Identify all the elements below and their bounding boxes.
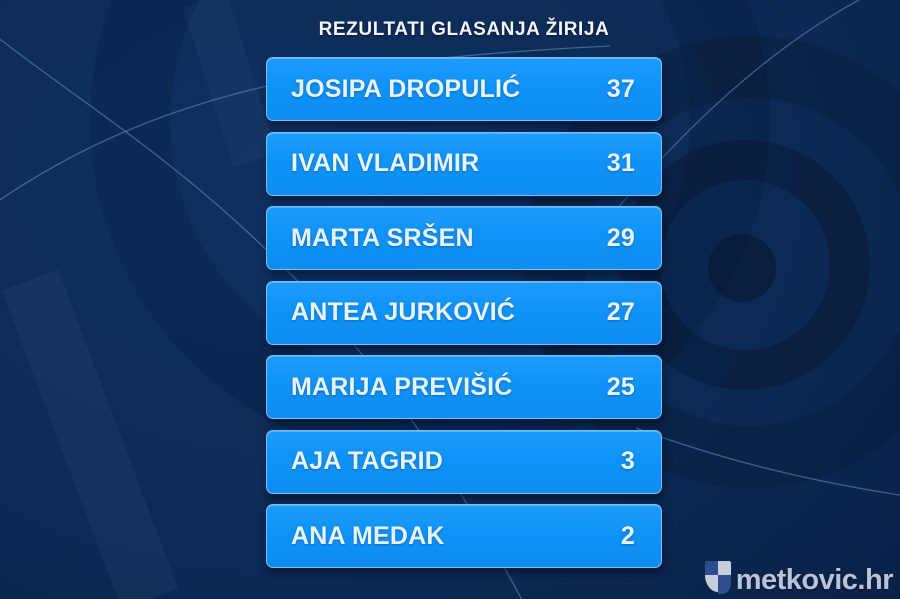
contestant-name: MARTA SRŠEN: [291, 223, 474, 252]
result-row: ANTEA JURKOVIĆ 27: [266, 280, 662, 345]
result-row: IVAN VLADIMIR 31: [266, 131, 662, 196]
contestant-name: ANTEA JURKOVIĆ: [291, 298, 516, 326]
contestant-name: AJA TAGRID: [291, 447, 443, 475]
watermark: metkovic.hr: [704, 561, 894, 596]
result-row: JOSIPA DROPULIĆ 37: [266, 57, 662, 121]
contestant-score: 27: [606, 298, 635, 326]
page-title: REZULTATI GLASANJA ŽIRIJA: [318, 19, 610, 40]
result-row: MARTA SRŠEN 29: [266, 206, 662, 270]
watermark-text: metkovic.hr: [735, 564, 894, 596]
contestant-score: 2: [620, 521, 635, 550]
contestant-name: MARIJA PREVIŠIĆ: [291, 372, 513, 401]
contestant-score: 3: [620, 447, 635, 475]
contestant-score: 37: [606, 74, 635, 103]
results-list: JOSIPA DROPULIĆ 37 IVAN VLADIMIR 31 MART…: [266, 57, 662, 568]
contestant-score: 25: [606, 372, 635, 401]
contestant-name: IVAN VLADIMIR: [291, 149, 480, 177]
contestant-name: ANA MEDAK: [291, 521, 445, 550]
result-row: MARIJA PREVIŠIĆ 25: [266, 355, 662, 419]
contestant-score: 29: [606, 223, 635, 252]
contestant-name: JOSIPA DROPULIĆ: [291, 74, 521, 103]
contestant-score: 31: [606, 149, 635, 177]
metkovic-shield-icon: [704, 561, 731, 594]
result-row: AJA TAGRID 3: [266, 429, 662, 494]
result-row: ANA MEDAK 2: [266, 504, 662, 568]
